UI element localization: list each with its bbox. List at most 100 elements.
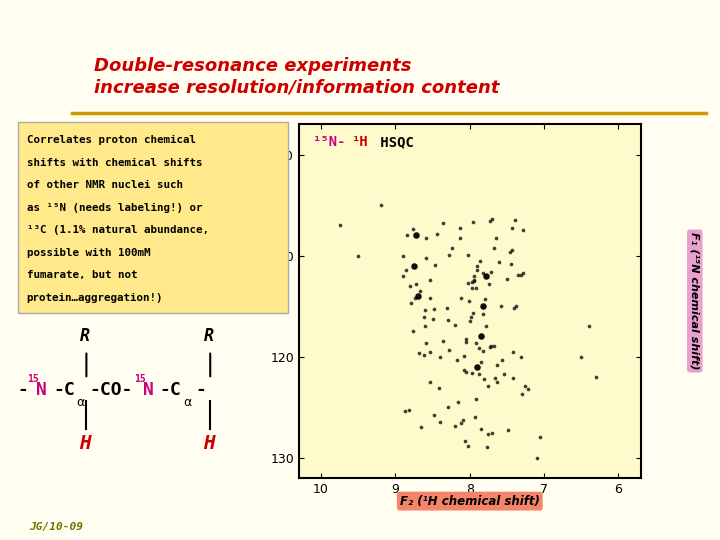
Point	[472, 362, 483, 371]
Point	[497, 356, 508, 364]
Point	[418, 350, 429, 359]
Point	[446, 244, 458, 252]
Point	[459, 436, 471, 445]
Point	[485, 341, 497, 350]
Point	[418, 313, 430, 321]
Point	[479, 294, 490, 303]
Point	[460, 338, 472, 347]
Point	[413, 349, 425, 357]
Point	[477, 347, 488, 355]
Point	[424, 348, 436, 356]
Point	[397, 252, 409, 261]
Point	[488, 244, 500, 253]
Point	[477, 310, 489, 319]
Point	[483, 280, 495, 288]
Point	[397, 272, 409, 280]
Point	[477, 302, 489, 310]
Text: F₂ (¹H chemical shift): F₂ (¹H chemical shift)	[400, 495, 540, 508]
Text: as ¹⁵N (needs labeling!) or: as ¹⁵N (needs labeling!) or	[27, 202, 202, 213]
Point	[471, 266, 482, 275]
Text: possible with 100mM: possible with 100mM	[27, 248, 150, 258]
Point	[334, 221, 346, 230]
Point	[464, 296, 475, 305]
Text: H: H	[79, 434, 91, 453]
Point	[412, 292, 423, 300]
Point	[437, 336, 449, 345]
Text: ¹H: ¹H	[352, 135, 369, 149]
Text: ¹³C (1.1% natural abundance,: ¹³C (1.1% natural abundance,	[27, 225, 209, 235]
Point	[475, 332, 487, 341]
Point	[455, 293, 467, 302]
Point	[510, 302, 521, 310]
Point	[449, 422, 461, 431]
Point	[428, 305, 440, 314]
Point	[475, 357, 487, 366]
Point	[488, 341, 500, 350]
Point	[443, 345, 454, 354]
Text: N: N	[143, 381, 153, 399]
Point	[455, 418, 467, 427]
Point	[427, 314, 438, 323]
Point	[480, 322, 492, 330]
Point	[486, 429, 498, 437]
Text: shifts with chemical shifts: shifts with chemical shifts	[27, 158, 202, 167]
Point	[442, 316, 454, 325]
Point	[410, 279, 422, 288]
Point	[414, 286, 426, 295]
Point	[433, 384, 445, 393]
Point	[505, 260, 517, 268]
Text: α: α	[76, 396, 84, 409]
Point	[509, 215, 521, 224]
Point	[515, 353, 526, 361]
Point	[491, 378, 503, 387]
Text: increase resolution/information content: increase resolution/information content	[94, 78, 499, 96]
Point	[474, 425, 486, 434]
Point	[484, 342, 495, 351]
Point	[469, 272, 480, 281]
Point	[467, 284, 478, 292]
Point	[415, 423, 427, 431]
Text: 15: 15	[134, 374, 145, 384]
Text: R: R	[204, 327, 214, 346]
Point	[506, 245, 518, 254]
Point	[517, 226, 528, 234]
Point	[469, 276, 480, 285]
Point	[443, 251, 454, 260]
Point	[451, 398, 463, 407]
Point	[404, 406, 415, 414]
Point	[425, 378, 436, 387]
Point	[467, 309, 479, 318]
Point	[375, 201, 387, 210]
Point	[424, 276, 436, 285]
Point	[485, 217, 496, 226]
Point	[353, 251, 364, 260]
Text: Correlates proton chemical: Correlates proton chemical	[27, 135, 196, 145]
Point	[404, 281, 415, 290]
Point	[504, 248, 516, 256]
Point	[495, 302, 507, 310]
Point	[473, 370, 485, 379]
Text: JG/10-09: JG/10-09	[29, 522, 83, 532]
Point	[400, 407, 411, 415]
Point	[482, 430, 494, 438]
Point	[463, 442, 474, 451]
Point	[408, 261, 420, 270]
Point	[451, 356, 463, 364]
Point	[470, 284, 482, 292]
Point	[516, 271, 527, 280]
Point	[468, 275, 480, 284]
Point	[493, 258, 505, 266]
Point	[508, 347, 519, 356]
Point	[458, 365, 469, 374]
Point	[478, 375, 490, 383]
Point	[442, 403, 454, 411]
Point	[485, 267, 497, 276]
Point	[420, 234, 432, 242]
Point	[465, 313, 477, 322]
Text: of other NMR nuclei such: of other NMR nuclei such	[27, 180, 183, 190]
Text: α: α	[183, 396, 191, 409]
Point	[508, 303, 520, 312]
Point	[490, 234, 502, 242]
Point	[449, 320, 461, 329]
Point	[482, 381, 494, 390]
